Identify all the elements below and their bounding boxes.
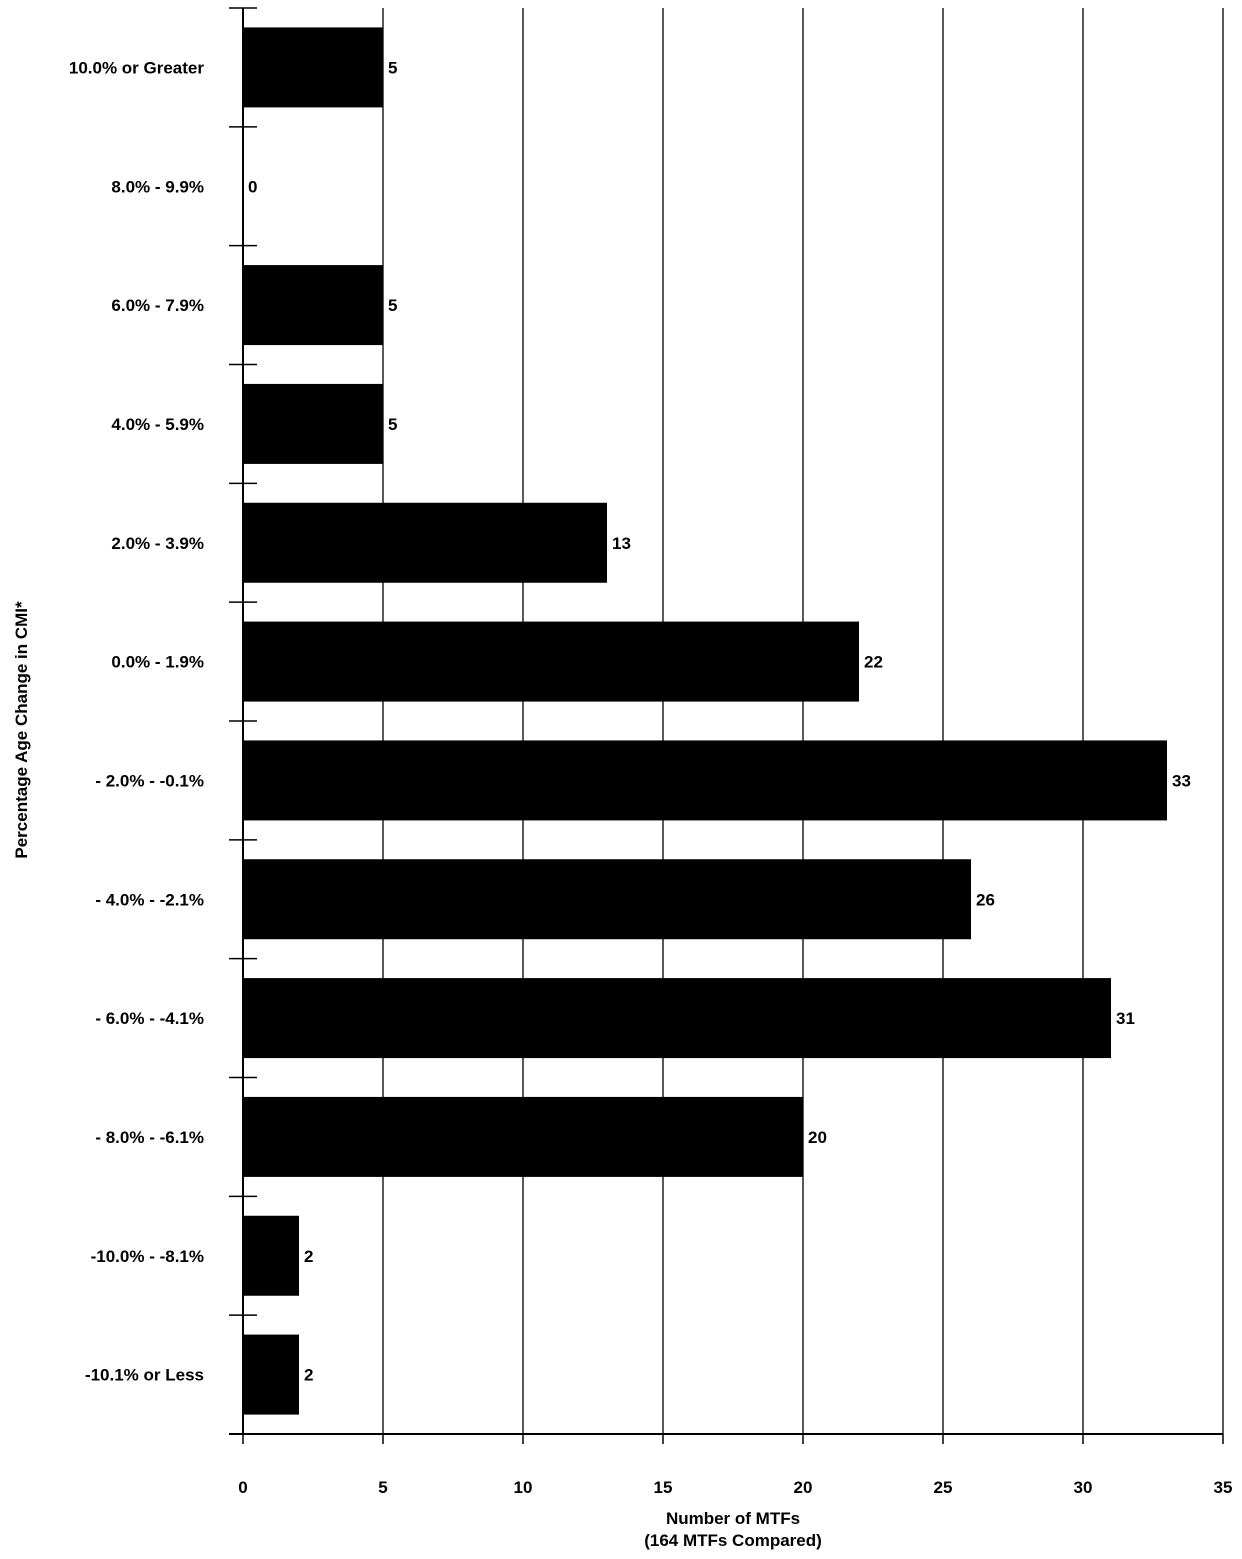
category-label: 2.0% - 3.9% <box>111 534 204 553</box>
bar-0 <box>243 27 383 108</box>
bar-5 <box>243 621 859 702</box>
x-tick-label: 0 <box>238 1478 247 1497</box>
category-label: 8.0% - 9.9% <box>111 177 204 196</box>
bar-7 <box>243 859 971 940</box>
axes <box>229 7 1224 1444</box>
x-tick-label: 20 <box>794 1478 813 1497</box>
x-axis-title: Number of MTFs <box>666 1509 800 1528</box>
bar-value-label: 26 <box>976 890 995 909</box>
bars <box>243 27 1167 1415</box>
labels: 5 10.0% or Greater 0 8.0% - 9.9% 5 6.0% - 7.9… <box>69 58 1233 1497</box>
bar-value-label: 13 <box>612 534 631 553</box>
bar-value-label: 22 <box>864 653 883 672</box>
bar-4 <box>243 502 607 583</box>
category-label: 4.0% - 5.9% <box>111 415 204 434</box>
bar-value-label: 33 <box>1172 771 1191 790</box>
category-label: - 8.0% - -6.1% <box>95 1128 204 1147</box>
category-label: -10.1% or Less <box>85 1366 204 1385</box>
category-label: - 6.0% - -4.1% <box>95 1009 204 1028</box>
category-label: - 2.0% - -0.1% <box>95 771 204 790</box>
x-tick-label: 15 <box>654 1478 673 1497</box>
bar-value-label: 20 <box>808 1128 827 1147</box>
category-label: 10.0% or Greater <box>69 58 205 77</box>
x-tick-label: 25 <box>934 1478 953 1497</box>
bar-11 <box>243 1334 299 1415</box>
bar-10 <box>243 1215 299 1296</box>
x-tick-label: 5 <box>378 1478 387 1497</box>
bar-9 <box>243 1096 803 1177</box>
category-label: - 4.0% - -2.1% <box>95 890 204 909</box>
y-axis-title: Percentage Age Change in CMI* <box>12 601 31 859</box>
gridlines <box>382 8 1224 1434</box>
category-label: 0.0% - 1.9% <box>111 653 204 672</box>
bar-8 <box>243 978 1111 1059</box>
bar-value-label: 5 <box>388 415 397 434</box>
bar-value-label: 2 <box>304 1247 313 1266</box>
bar-3 <box>243 383 383 464</box>
x-tick-label: 35 <box>1214 1478 1233 1497</box>
category-label: -10.0% - -8.1% <box>91 1247 204 1266</box>
bar-value-label: 2 <box>304 1366 313 1385</box>
x-tick-label: 30 <box>1074 1478 1093 1497</box>
bar-value-label: 5 <box>388 296 397 315</box>
bar-value-label: 5 <box>388 58 397 77</box>
bar-2 <box>243 265 383 346</box>
bar-value-label: 0 <box>248 177 257 196</box>
x-tick-label: 10 <box>514 1478 533 1497</box>
x-axis-subtitle: (164 MTFs Compared) <box>644 1531 822 1550</box>
bar-value-label: 31 <box>1116 1009 1135 1028</box>
bar-6 <box>243 740 1167 821</box>
category-label: 6.0% - 7.9% <box>111 296 204 315</box>
